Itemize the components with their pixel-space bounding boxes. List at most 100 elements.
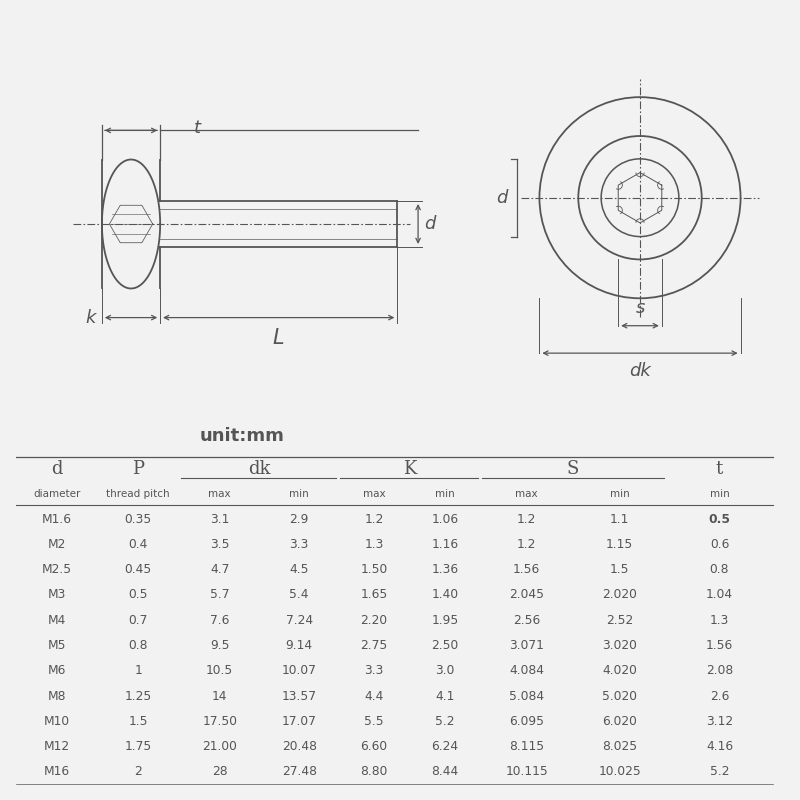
Text: M5: M5 xyxy=(47,639,66,652)
Text: 27.48: 27.48 xyxy=(282,766,317,778)
Text: M2.5: M2.5 xyxy=(42,563,72,576)
Text: min: min xyxy=(610,489,630,499)
Text: 2.20: 2.20 xyxy=(361,614,388,626)
Text: 1.75: 1.75 xyxy=(125,740,152,753)
Text: 10.5: 10.5 xyxy=(206,664,234,678)
Text: 0.7: 0.7 xyxy=(129,614,148,626)
Text: 0.8: 0.8 xyxy=(129,639,148,652)
Text: 0.45: 0.45 xyxy=(125,563,152,576)
Text: 2.6: 2.6 xyxy=(710,690,729,702)
Text: 6.095: 6.095 xyxy=(509,714,544,728)
Text: 3.1: 3.1 xyxy=(210,513,230,526)
Text: 3.5: 3.5 xyxy=(210,538,230,551)
Text: 21.00: 21.00 xyxy=(202,740,237,753)
Text: 3.071: 3.071 xyxy=(509,639,544,652)
Text: 9.14: 9.14 xyxy=(286,639,313,652)
Text: 4.084: 4.084 xyxy=(509,664,544,678)
Text: 2.56: 2.56 xyxy=(513,614,540,626)
Text: 1.3: 1.3 xyxy=(365,538,384,551)
Text: 1.50: 1.50 xyxy=(361,563,388,576)
Text: t: t xyxy=(194,119,201,138)
Text: 5.5: 5.5 xyxy=(364,714,384,728)
Text: d: d xyxy=(424,215,436,233)
Text: 5.020: 5.020 xyxy=(602,690,638,702)
Text: 5.4: 5.4 xyxy=(290,589,309,602)
Text: 4.5: 4.5 xyxy=(290,563,309,576)
Text: 1.06: 1.06 xyxy=(431,513,458,526)
Text: 1.40: 1.40 xyxy=(431,589,458,602)
Text: k: k xyxy=(86,309,96,326)
Text: M2: M2 xyxy=(47,538,66,551)
Text: 0.4: 0.4 xyxy=(129,538,148,551)
Text: max: max xyxy=(515,489,538,499)
Text: 5.7: 5.7 xyxy=(210,589,230,602)
Text: 1.2: 1.2 xyxy=(517,538,536,551)
Text: 4.1: 4.1 xyxy=(435,690,455,702)
Text: 1.16: 1.16 xyxy=(431,538,458,551)
Text: 1.65: 1.65 xyxy=(361,589,388,602)
Text: diameter: diameter xyxy=(33,489,81,499)
Text: 1.56: 1.56 xyxy=(513,563,540,576)
Text: 3.020: 3.020 xyxy=(602,639,637,652)
Text: max: max xyxy=(363,489,386,499)
Text: 1.36: 1.36 xyxy=(431,563,458,576)
Text: 2.045: 2.045 xyxy=(509,589,544,602)
Text: 3.12: 3.12 xyxy=(706,714,733,728)
Text: 1.04: 1.04 xyxy=(706,589,733,602)
Text: M6: M6 xyxy=(47,664,66,678)
Text: 6.60: 6.60 xyxy=(361,740,388,753)
Text: max: max xyxy=(208,489,231,499)
Text: dk: dk xyxy=(629,362,651,380)
Text: 9.5: 9.5 xyxy=(210,639,230,652)
Text: M12: M12 xyxy=(44,740,70,753)
Text: 1: 1 xyxy=(134,664,142,678)
Text: 6.24: 6.24 xyxy=(431,740,458,753)
Text: 2.50: 2.50 xyxy=(431,639,458,652)
Text: 1.2: 1.2 xyxy=(517,513,536,526)
Text: 14: 14 xyxy=(212,690,227,702)
Text: 2.75: 2.75 xyxy=(361,639,388,652)
Text: 3.3: 3.3 xyxy=(290,538,309,551)
Text: 2: 2 xyxy=(134,766,142,778)
Text: 0.8: 0.8 xyxy=(710,563,729,576)
Text: 13.57: 13.57 xyxy=(282,690,317,702)
Text: 1.3: 1.3 xyxy=(710,614,729,626)
Text: 17.50: 17.50 xyxy=(202,714,238,728)
Text: 2.52: 2.52 xyxy=(606,614,634,626)
Text: L: L xyxy=(273,328,285,348)
Text: 5.2: 5.2 xyxy=(710,766,729,778)
Text: 1.95: 1.95 xyxy=(431,614,458,626)
Text: 8.44: 8.44 xyxy=(431,766,458,778)
Text: 10.025: 10.025 xyxy=(598,766,641,778)
Text: 0.5: 0.5 xyxy=(709,513,730,526)
Text: 2.9: 2.9 xyxy=(290,513,309,526)
Text: min: min xyxy=(290,489,309,499)
Text: 1.56: 1.56 xyxy=(706,639,733,652)
Text: P: P xyxy=(132,460,144,478)
Text: d: d xyxy=(51,460,62,478)
Text: 0.5: 0.5 xyxy=(129,589,148,602)
Text: 1.25: 1.25 xyxy=(125,690,152,702)
Text: M10: M10 xyxy=(44,714,70,728)
Text: M4: M4 xyxy=(47,614,66,626)
Text: 0.35: 0.35 xyxy=(125,513,152,526)
Text: 10.115: 10.115 xyxy=(506,766,548,778)
Text: 2.08: 2.08 xyxy=(706,664,733,678)
Text: 17.07: 17.07 xyxy=(282,714,317,728)
Text: 10.07: 10.07 xyxy=(282,664,317,678)
Text: 5.084: 5.084 xyxy=(509,690,544,702)
Text: 8.80: 8.80 xyxy=(361,766,388,778)
Text: 1.15: 1.15 xyxy=(606,538,634,551)
Text: M16: M16 xyxy=(44,766,70,778)
Text: 5.2: 5.2 xyxy=(435,714,455,728)
Text: M8: M8 xyxy=(47,690,66,702)
Text: 1.5: 1.5 xyxy=(129,714,148,728)
Text: 7.6: 7.6 xyxy=(210,614,230,626)
Text: M1.6: M1.6 xyxy=(42,513,72,526)
Text: unit:mm: unit:mm xyxy=(199,427,284,445)
Text: 4.020: 4.020 xyxy=(602,664,637,678)
Text: 6.020: 6.020 xyxy=(602,714,637,728)
Text: S: S xyxy=(567,460,579,478)
Text: min: min xyxy=(435,489,455,499)
Text: 28: 28 xyxy=(212,766,227,778)
